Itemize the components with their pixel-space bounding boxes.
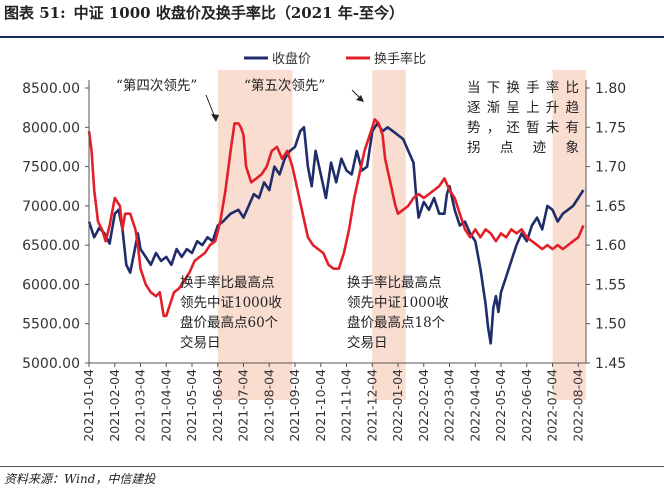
annotation-box2-line: 换手率比最高点 [347, 274, 442, 291]
highlight-bands [217, 70, 586, 400]
footer-rule [0, 466, 664, 467]
y-left-tick-label: 7000.00 [22, 199, 80, 215]
x-tick-label: 2022-02-04 [416, 369, 431, 442]
x-tick-label: 2021-08-04 [261, 369, 276, 442]
annotation-box2-line: 领先中证1000收 [347, 295, 449, 311]
y-left-tick-label: 8500.00 [22, 81, 80, 97]
highlight-band-1 [217, 70, 293, 400]
annotation-arrowhead-4 [211, 114, 219, 122]
annotation-box1-line: 交易日 [180, 334, 221, 351]
chart-title: 图表 51: 中证 1000 收盘价及换手率比（2021 年-至今） [4, 2, 412, 23]
y-right-tick-label: 1.70 [595, 160, 626, 176]
y-right-tick-label: 1.80 [595, 81, 626, 97]
x-tick-label: 2022-05-04 [493, 369, 508, 442]
annotations: “第四次领先” “第五次领先” 当下换手率比逐渐呈上升趋势，还暂未有拐点迹象换手率比… [116, 77, 580, 351]
x-tick-label: 2022-03-04 [442, 369, 457, 442]
legend-label-1: 收盘价 [272, 51, 311, 67]
y-right-tick-label: 1.60 [595, 238, 626, 254]
x-tick-label: 2021-09-04 [287, 369, 302, 442]
source-note: 资料来源：Wind，中信建投 [4, 472, 156, 486]
series-line-close-price [87, 122, 585, 345]
annotation-box1-line: 领先中证1000收 [180, 295, 282, 311]
x-tick-label: 2021-11-04 [339, 369, 354, 442]
series-layer [87, 118, 585, 345]
y-right-tick-label: 1.50 [595, 317, 626, 333]
y-left-tick-label: 6500.00 [22, 238, 80, 254]
x-tick-label: 2021-06-04 [210, 369, 225, 442]
legend: 收盘价 换手率比 [244, 51, 426, 67]
figure-title: 中证 1000 收盘价及换手率比（2021 年-至今） [73, 4, 405, 22]
x-tick-label: 2021-12-04 [364, 369, 379, 442]
x-tick-label: 2022-08-04 [570, 369, 585, 442]
x-tick-label: 2021-01-04 [81, 369, 96, 442]
annotation-fifth-lead: “第五次领先” [244, 77, 325, 94]
figure-label: 图表 51: [4, 4, 66, 22]
x-tick-label: 2022-06-04 [519, 369, 534, 442]
annotation-box2-line: 交易日 [347, 334, 388, 351]
series-line-turnover-ratio [87, 118, 585, 318]
x-tick-label: 2021-07-04 [236, 369, 251, 442]
x-tick-label: 2021-10-04 [313, 369, 328, 442]
y-right-tick-label: 1.55 [595, 277, 626, 293]
title-rule [0, 36, 664, 38]
annotation-box2-line: 盘价最高点18个 [347, 314, 446, 331]
y-left-tick-label: 5500.00 [22, 317, 80, 333]
annotation-fourth-lead: “第四次领先” [116, 77, 197, 94]
axes: 5000.00 5500.00 6000.00 6500.00 7000.00 7500.… [22, 80, 626, 442]
x-tick-label: 2021-03-04 [133, 369, 148, 442]
x-tick-label: 2021-05-04 [184, 369, 199, 442]
annotation-arrowhead-5 [356, 95, 364, 102]
annotation-box1-line: 盘价最高点60个 [180, 314, 279, 331]
x-tick-label: 2022-01-04 [390, 369, 405, 442]
y-left-tick-label: 6000.00 [22, 277, 80, 293]
y-left-tick-label: 7500.00 [22, 160, 80, 176]
x-tick-label: 2021-04-04 [158, 369, 173, 442]
y-right-tick-label: 1.65 [595, 199, 626, 215]
legend-label-2: 换手率比 [374, 51, 426, 67]
x-tick-label: 2022-04-04 [467, 369, 482, 442]
annotation-box1-line: 换手率比最高点 [180, 274, 275, 291]
y-left-tick-label: 8000.00 [22, 120, 80, 136]
y-right-tick-label: 1.75 [595, 120, 626, 136]
y-left-tick-label: 5000.00 [22, 356, 80, 372]
x-tick-label: 2021-02-04 [107, 369, 122, 442]
x-tick-label: 2022-07-04 [545, 369, 560, 442]
y-right-tick-label: 1.45 [595, 356, 626, 372]
